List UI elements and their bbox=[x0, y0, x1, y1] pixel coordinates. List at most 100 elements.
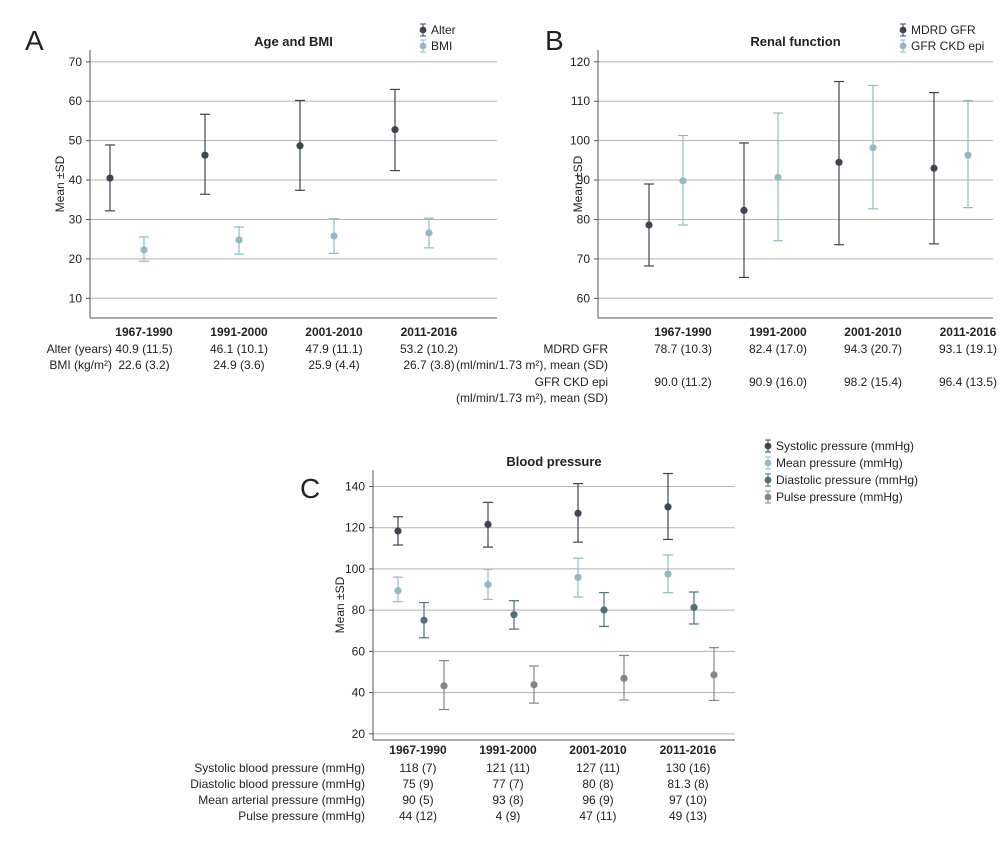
table-row: Pulse pressure (mmHg) 44 (12) 4 (9) 47 (11)… bbox=[238, 809, 707, 823]
legend-marker bbox=[764, 476, 772, 484]
series-0 bbox=[644, 80, 939, 279]
table-row-label: Diastolic blood pressure (mmHg) bbox=[190, 777, 365, 791]
table-cell: 49 (13) bbox=[669, 809, 707, 823]
table-cell: 53.2 (10.2) bbox=[400, 342, 458, 356]
y-tick-label: 40 bbox=[69, 173, 83, 187]
y-tick-label: 110 bbox=[571, 94, 590, 108]
x-tick-label: 1991-2000 bbox=[749, 325, 807, 339]
series-1 bbox=[139, 217, 434, 262]
x-tick-label: 2011-2016 bbox=[401, 325, 458, 339]
y-tick-label: 60 bbox=[69, 94, 83, 108]
data-point bbox=[930, 164, 938, 172]
y-tick-label: 100 bbox=[570, 134, 590, 148]
data-point bbox=[620, 674, 628, 682]
legend-item: MDRD GFR bbox=[899, 23, 976, 37]
series-1 bbox=[393, 554, 673, 603]
table-row-label: BMI (kg/m²) bbox=[49, 358, 112, 372]
data-point bbox=[679, 177, 687, 185]
data-point bbox=[391, 126, 399, 134]
legend-label: Diastolic pressure (mmHg) bbox=[776, 473, 918, 487]
chart-title: Renal function bbox=[750, 34, 840, 49]
table-cell: 46.1 (10.1) bbox=[210, 342, 268, 356]
y-axis-label: Mean ±SD bbox=[333, 576, 347, 633]
table-cell: 90.0 (11.2) bbox=[654, 375, 711, 389]
table-row: GFR CKD epi (ml/min/1.73 m²), mean (SD) 90… bbox=[456, 375, 997, 405]
data-point bbox=[740, 206, 748, 215]
data-point bbox=[484, 580, 492, 589]
chart-title: Age and BMI bbox=[254, 34, 333, 49]
legend-marker bbox=[419, 26, 427, 34]
table-cell: 127 (11) bbox=[576, 761, 620, 775]
table-cell: 130 (16) bbox=[666, 761, 711, 775]
series-0 bbox=[105, 88, 400, 212]
series-1 bbox=[678, 84, 973, 242]
x-tick-label: 1991-2000 bbox=[479, 743, 537, 757]
data-point bbox=[420, 616, 428, 624]
table-row-label: Systolic blood pressure (mmHg) bbox=[194, 761, 365, 775]
table-row: BMI (kg/m²) 22.6 (3.2) 24.9 (3.6) 25.9 (4.4… bbox=[49, 358, 454, 372]
table-cell: 121 (11) bbox=[486, 761, 530, 775]
legend-label: MDRD GFR bbox=[911, 23, 976, 37]
x-tick-label: 2011-2016 bbox=[660, 743, 717, 757]
legend-marker bbox=[764, 459, 772, 467]
x-tick-label: 2001-2010 bbox=[844, 325, 902, 339]
data-point bbox=[600, 606, 608, 614]
series-2 bbox=[419, 591, 699, 639]
table-cell: 75 (9) bbox=[402, 777, 433, 791]
y-tick-label: 70 bbox=[69, 55, 83, 69]
data-point bbox=[235, 236, 243, 244]
table-cell: 93.1 (19.1) bbox=[939, 342, 997, 356]
table-cell: 24.9 (3.6) bbox=[213, 358, 264, 372]
y-tick-label: 20 bbox=[352, 727, 366, 741]
data-point bbox=[710, 671, 718, 679]
table-row: Mean arterial pressure (mmHg) 90 (5) 93 (8… bbox=[198, 793, 707, 807]
y-tick-label: 80 bbox=[352, 603, 366, 617]
legend-item: BMI bbox=[419, 39, 452, 53]
y-tick-label: 90 bbox=[577, 173, 591, 187]
table-cell: 81.3 (8) bbox=[667, 777, 708, 791]
legend-label: Mean pressure (mmHg) bbox=[776, 456, 903, 470]
data-point bbox=[645, 221, 653, 229]
x-tick-label: 1967-1990 bbox=[654, 325, 712, 339]
y-tick-label: 70 bbox=[577, 252, 591, 266]
chart-panel-c: C Blood pressure 20 40 60 80 100 120 140 Mean ±SD… bbox=[190, 439, 918, 823]
chart-panel-b: B Renal function 60 70 80 90 100 110 120 Mean ±SD… bbox=[456, 23, 997, 405]
table-cell: 90 (5) bbox=[402, 793, 433, 807]
table-cell: 4 (9) bbox=[496, 809, 521, 823]
table-cell: 26.7 (3.8) bbox=[403, 358, 454, 372]
table-cell: 94.3 (20.7) bbox=[844, 342, 902, 356]
y-tick-label: 60 bbox=[577, 291, 591, 305]
table-cell: 93 (8) bbox=[492, 793, 523, 807]
y-tick-label: 120 bbox=[570, 55, 590, 69]
data-point bbox=[869, 144, 877, 152]
data-point bbox=[394, 527, 402, 535]
legend-item: GFR CKD epi bbox=[899, 39, 984, 53]
y-tick-label: 100 bbox=[345, 562, 365, 576]
y-tick-label: 10 bbox=[69, 291, 83, 305]
legend-marker bbox=[764, 442, 772, 450]
y-tick-label: 40 bbox=[352, 686, 366, 700]
legend-marker bbox=[899, 42, 907, 50]
data-point bbox=[440, 682, 448, 690]
legend-label: Alter bbox=[431, 23, 456, 37]
table-cell: 80 (8) bbox=[582, 777, 613, 791]
table-row-label: MDRD GFR bbox=[543, 342, 608, 356]
panel-letter: C bbox=[300, 473, 320, 504]
data-point bbox=[664, 570, 672, 578]
table-cell: 22.6 (3.2) bbox=[118, 358, 169, 372]
panel-letter: A bbox=[25, 25, 44, 56]
table-cell: 47.9 (11.1) bbox=[305, 342, 362, 356]
data-point bbox=[574, 573, 582, 581]
legend-label: GFR CKD epi bbox=[911, 39, 984, 53]
legend-item: Mean pressure (mmHg) bbox=[764, 456, 903, 470]
table-cell: 47 (11) bbox=[579, 809, 616, 823]
y-tick-label: 50 bbox=[69, 134, 83, 148]
y-tick-label: 20 bbox=[69, 252, 83, 266]
data-point bbox=[690, 603, 698, 612]
data-point bbox=[574, 509, 582, 517]
legend-item: Diastolic pressure (mmHg) bbox=[764, 473, 918, 487]
y-tick-label: 80 bbox=[577, 212, 591, 226]
data-point bbox=[140, 246, 148, 254]
table-cell: 97 (10) bbox=[669, 793, 707, 807]
